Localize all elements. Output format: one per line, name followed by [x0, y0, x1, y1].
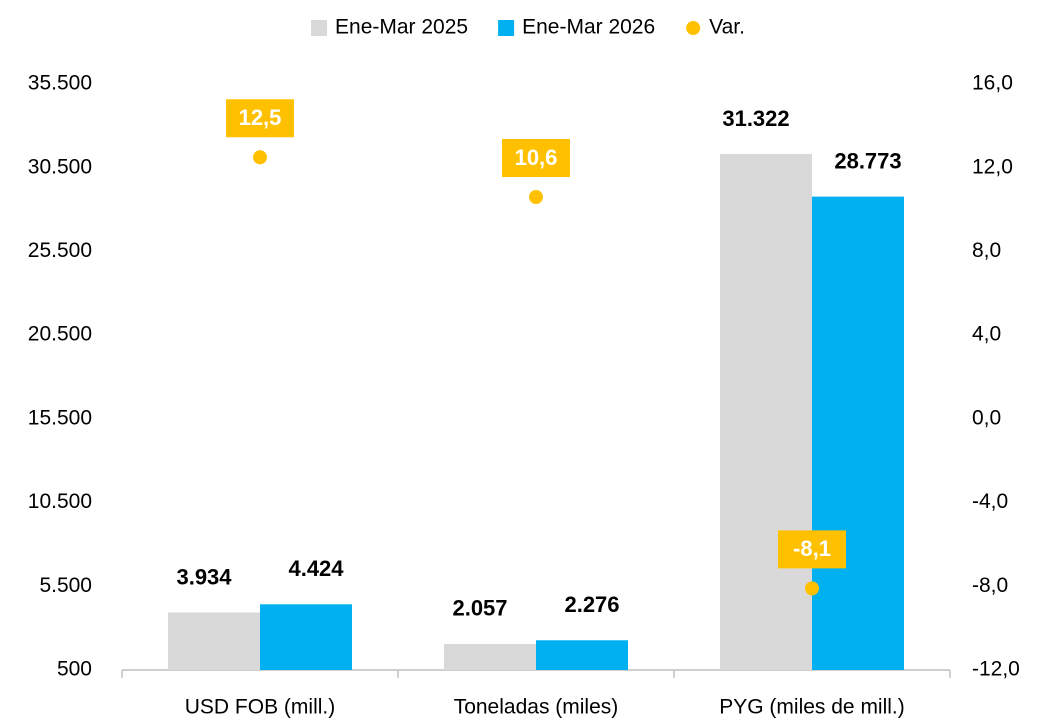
y-tick-label: 25.500 [28, 239, 92, 262]
y-tick-label: 20.500 [28, 323, 92, 346]
y2-tick-label: 16,0 [972, 72, 1013, 95]
bar [812, 196, 904, 670]
x-tick-label: PYG (miles de mill.) [719, 696, 905, 719]
bar-value-label: 4.424 [288, 556, 344, 581]
x-tick-label: Toneladas (miles) [454, 696, 619, 719]
legend-marker [311, 20, 328, 36]
y-tick-label: 15.500 [28, 406, 92, 429]
legend-label: Ene-Mar 2025 [335, 16, 468, 39]
var-dot [805, 581, 819, 596]
var-dot [253, 150, 267, 165]
legend-label: Var. [709, 16, 745, 39]
y2-tick-label: 12,0 [972, 155, 1013, 178]
y2-tick-label: -4,0 [972, 490, 1008, 513]
var-label-box [226, 99, 294, 138]
bar-value-label: 2.057 [452, 596, 507, 621]
bar-value-label: 31.322 [722, 106, 789, 131]
y2-tick-label: -8,0 [972, 574, 1008, 597]
bar-value-label: 28.773 [834, 148, 901, 173]
x-tick-label: USD FOB (mill.) [185, 696, 336, 719]
y-tick-label: 30.500 [28, 155, 92, 178]
bar [260, 604, 352, 670]
y-tick-label: 35.500 [28, 72, 92, 95]
var-label-box [502, 139, 570, 178]
y-tick-label: 10.500 [28, 490, 92, 513]
bar [444, 643, 536, 670]
bar [720, 153, 812, 670]
var-label: 10,6 [515, 145, 558, 170]
y-tick-label: 5.500 [39, 574, 92, 597]
y2-tick-label: 0,0 [972, 406, 1001, 429]
var-dot [529, 190, 543, 205]
bar-value-label: 3.934 [176, 564, 232, 589]
var-label: -8,1 [793, 536, 831, 561]
bar [168, 612, 260, 670]
legend-marker [498, 20, 515, 36]
bar-value-label: 2.276 [564, 592, 619, 617]
var-label-box [778, 530, 846, 569]
legend-label: Ene-Mar 2026 [522, 16, 655, 39]
bar [536, 640, 628, 670]
var-label: 12,5 [239, 105, 282, 130]
y2-tick-label: 8,0 [972, 239, 1001, 262]
y-tick-label: 500 [57, 658, 92, 681]
y2-tick-label: 4,0 [972, 323, 1001, 346]
legend-marker [686, 21, 701, 35]
y2-tick-label: -12,0 [972, 658, 1020, 681]
